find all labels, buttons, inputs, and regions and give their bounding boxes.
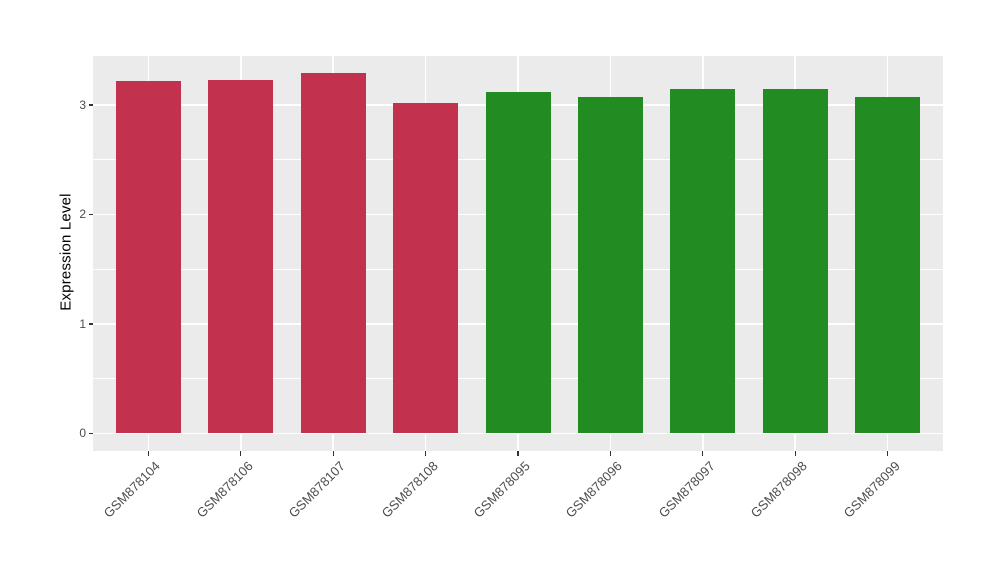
y-tick-3 xyxy=(88,104,93,106)
x-tick-GSM878098 xyxy=(794,451,796,456)
y-tick-label-0: 0 xyxy=(79,426,86,440)
x-tick-GSM878108 xyxy=(425,451,427,456)
bar-GSM878107 xyxy=(300,73,366,434)
bar-GSM878108 xyxy=(393,102,459,434)
x-tick-label-GSM878104: GSM878104 xyxy=(101,458,164,521)
bar-GSM878099 xyxy=(855,97,921,434)
y-tick-1 xyxy=(88,323,93,325)
x-tick-GSM878095 xyxy=(517,451,519,456)
x-tick-GSM878104 xyxy=(147,451,149,456)
plot-panel xyxy=(93,56,943,451)
x-tick-label-GSM878096: GSM878096 xyxy=(563,458,626,521)
bar-GSM878095 xyxy=(485,91,551,434)
y-tick-2 xyxy=(88,213,93,216)
x-tick-label-GSM878106: GSM878106 xyxy=(193,458,256,521)
x-tick-label-GSM878099: GSM878099 xyxy=(840,458,903,521)
bar-GSM878096 xyxy=(577,97,643,434)
bar-GSM878098 xyxy=(762,88,828,434)
bar-GSM878106 xyxy=(208,79,274,434)
x-tick-GSM878097 xyxy=(702,451,704,456)
x-tick-label-GSM878095: GSM878095 xyxy=(470,458,533,521)
y-tick-0 xyxy=(88,432,93,435)
x-tick-GSM878106 xyxy=(240,451,242,456)
bar-GSM878097 xyxy=(670,88,736,434)
x-tick-label-GSM878097: GSM878097 xyxy=(655,458,718,521)
x-tick-label-GSM878098: GSM878098 xyxy=(747,458,811,521)
bar-GSM878104 xyxy=(115,80,181,434)
y-tick-label-1: 1 xyxy=(79,316,86,331)
x-tick-label-GSM878108: GSM878108 xyxy=(378,458,441,521)
x-tick-GSM878099 xyxy=(887,451,889,456)
y-tick-label-3: 3 xyxy=(79,97,86,112)
x-tick-GSM878107 xyxy=(332,451,334,456)
y-tick-label-2: 2 xyxy=(79,207,86,221)
x-tick-label-GSM878107: GSM878107 xyxy=(285,458,349,521)
x-tick-GSM878096 xyxy=(609,451,611,456)
